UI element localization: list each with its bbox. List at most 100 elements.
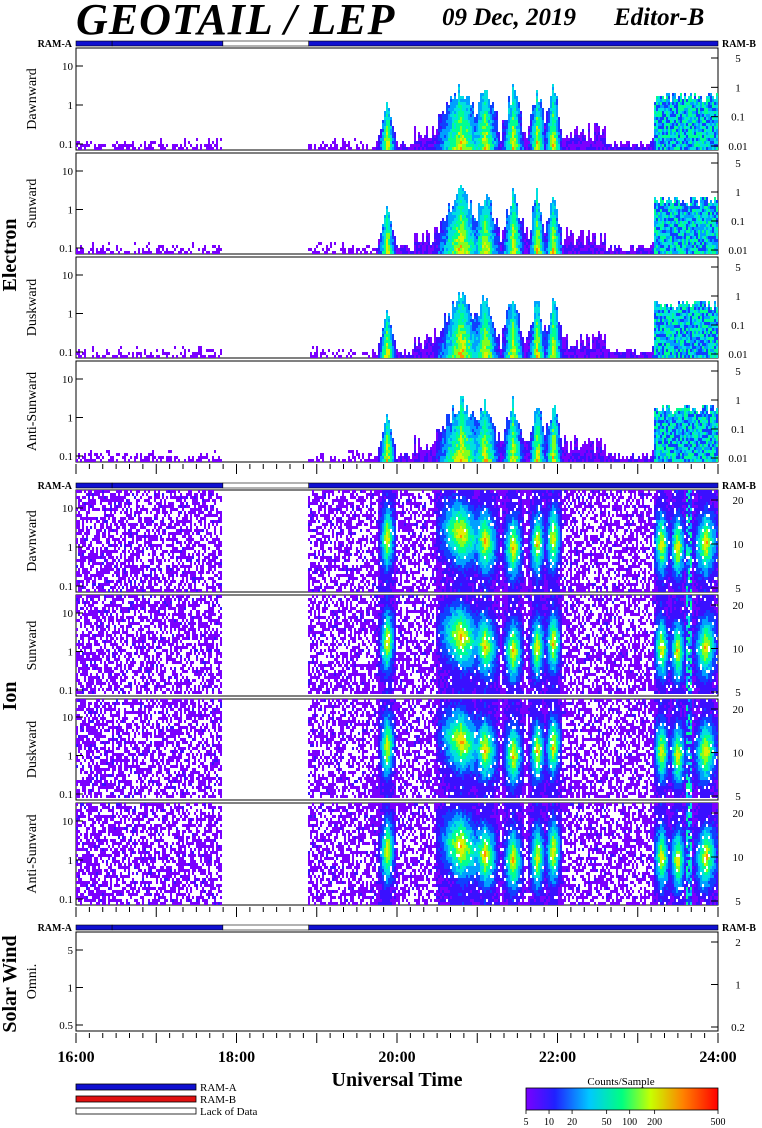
right-tick-label: 0.2 <box>731 1022 745 1034</box>
right-tick-label: 20 <box>733 808 745 820</box>
left-tick-label: 0.1 <box>59 685 73 697</box>
right-tick-label: 1 <box>735 291 741 303</box>
right-tick-label: 1 <box>735 980 741 992</box>
panel-label: Duskward <box>25 279 40 337</box>
right-tick-label: 0.01 <box>728 453 747 465</box>
x-axis-label: Universal Time <box>332 1069 463 1091</box>
ram-label-right: RAM-B <box>722 481 756 492</box>
left-tick-label: 0.1 <box>59 347 73 359</box>
legend-swatch-ram-a <box>76 1084 196 1090</box>
section-label-electron: Electron <box>0 219 21 292</box>
left-tick-label: 1 <box>68 647 74 659</box>
left-tick-label: 1 <box>68 855 74 867</box>
ram-segment <box>309 483 718 488</box>
left-tick-label: 10 <box>62 374 74 386</box>
right-tick-label: 0.01 <box>728 141 747 153</box>
left-tick-label: 0.1 <box>59 789 73 801</box>
colorbar-tick-label: 50 <box>602 1117 612 1128</box>
ram-label-left: RAM-A <box>38 923 73 934</box>
x-tick-label: 20:00 <box>378 1049 415 1066</box>
right-tick-label: 10 <box>733 748 745 760</box>
right-tick-label: 20 <box>733 600 745 612</box>
colorbar-tick-label: 500 <box>711 1117 726 1128</box>
ram-segment <box>112 41 223 46</box>
ram-segment <box>76 41 112 46</box>
left-tick-label: 1 <box>68 983 74 995</box>
right-tick-label: 5 <box>735 262 741 274</box>
left-tick-label: 10 <box>62 608 74 620</box>
panel-label: Anti-Sunward <box>25 372 40 451</box>
right-tick-label: 0.1 <box>731 112 745 124</box>
left-tick-label: 1 <box>68 413 74 425</box>
right-tick-label: 5 <box>735 791 741 803</box>
right-tick-label: 20 <box>733 704 745 716</box>
left-tick-label: 1 <box>68 309 74 321</box>
colorbar-gradient <box>526 1088 718 1110</box>
right-tick-label: 0.1 <box>731 320 745 332</box>
section-label-ion: Ion <box>0 682 21 711</box>
left-tick-label: 10 <box>62 270 74 282</box>
left-tick-label: 1 <box>68 542 74 554</box>
panel-electron-duskward: Duskward 0.1 1 10 0.01 0.1 1 5 <box>25 257 748 361</box>
x-tick-label: 24:00 <box>699 1049 736 1066</box>
ram-segment <box>309 41 718 46</box>
x-tick-label: 18:00 <box>218 1049 255 1066</box>
legend-swatch-lack <box>76 1108 196 1114</box>
x-tick-label: 16:00 <box>57 1049 94 1066</box>
panel-label: Sunward <box>25 621 40 671</box>
panel-label: Omni. <box>25 964 40 999</box>
left-tick-label: 0.5 <box>59 1020 73 1032</box>
right-tick-label: 5 <box>735 583 741 595</box>
ram-segment <box>223 483 309 488</box>
ram-segment <box>223 41 309 46</box>
panel-ion-duskward: Duskward 0.1 1 10 5 10 20 <box>25 699 744 803</box>
right-tick-label: 0.01 <box>728 245 747 257</box>
left-tick-label: 5 <box>68 945 74 957</box>
ram-segment <box>223 925 309 930</box>
section-label-solar-wind: Solar Wind <box>0 935 21 1032</box>
right-tick-label: 1 <box>735 395 741 407</box>
right-tick-label: 10 <box>733 539 745 551</box>
colorbar-tick-label: 10 <box>544 1117 554 1128</box>
left-tick-label: 0.1 <box>59 451 73 463</box>
ram-segment <box>112 925 223 930</box>
panel-label: Dawnward <box>25 68 40 129</box>
ram-label-right: RAM-B <box>722 923 756 934</box>
colorbar: Counts/Sample 5 10 20 50 100 200 500 <box>524 1076 726 1128</box>
legend-label-ram-b: RAM-B <box>200 1094 236 1106</box>
ram-segment <box>309 925 718 930</box>
panel-label: Dawnward <box>25 510 40 571</box>
ram-label-left: RAM-A <box>38 481 73 492</box>
colorbar-title: Counts/Sample <box>587 1076 654 1088</box>
left-tick-label: 10 <box>62 712 74 724</box>
left-tick-label: 1 <box>68 751 74 763</box>
ram-segment <box>76 483 112 488</box>
ram-label-right: RAM-B <box>722 39 756 50</box>
right-tick-label: 1 <box>735 187 741 199</box>
right-tick-label: 0.1 <box>731 424 745 436</box>
time-tick-row <box>76 464 718 474</box>
left-tick-label: 10 <box>62 816 74 828</box>
right-tick-label: 1 <box>735 82 741 94</box>
colorbar-tick-label: 100 <box>622 1117 637 1128</box>
panel-label: Anti-Sunward <box>25 814 40 893</box>
panel-label: Duskward <box>25 721 40 779</box>
right-tick-label: 5 <box>735 687 741 699</box>
legend-label-ram-a: RAM-A <box>200 1082 237 1094</box>
right-tick-label: 5 <box>735 158 741 170</box>
time-tick-row <box>76 1033 718 1043</box>
right-tick-label: 0.01 <box>728 349 747 361</box>
time-tick-row <box>76 907 718 917</box>
right-tick-label: 2 <box>735 937 741 949</box>
left-tick-label: 10 <box>62 61 74 73</box>
panel-solar-wind-omni-: Omni. 0.5 1 5 0.2 1 2 <box>25 932 745 1034</box>
colorbar-tick-label: 5 <box>524 1117 529 1128</box>
panel-label: Sunward <box>25 179 40 229</box>
colorbar-tick-label: 200 <box>647 1117 662 1128</box>
x-tick-label: 22:00 <box>539 1049 576 1066</box>
